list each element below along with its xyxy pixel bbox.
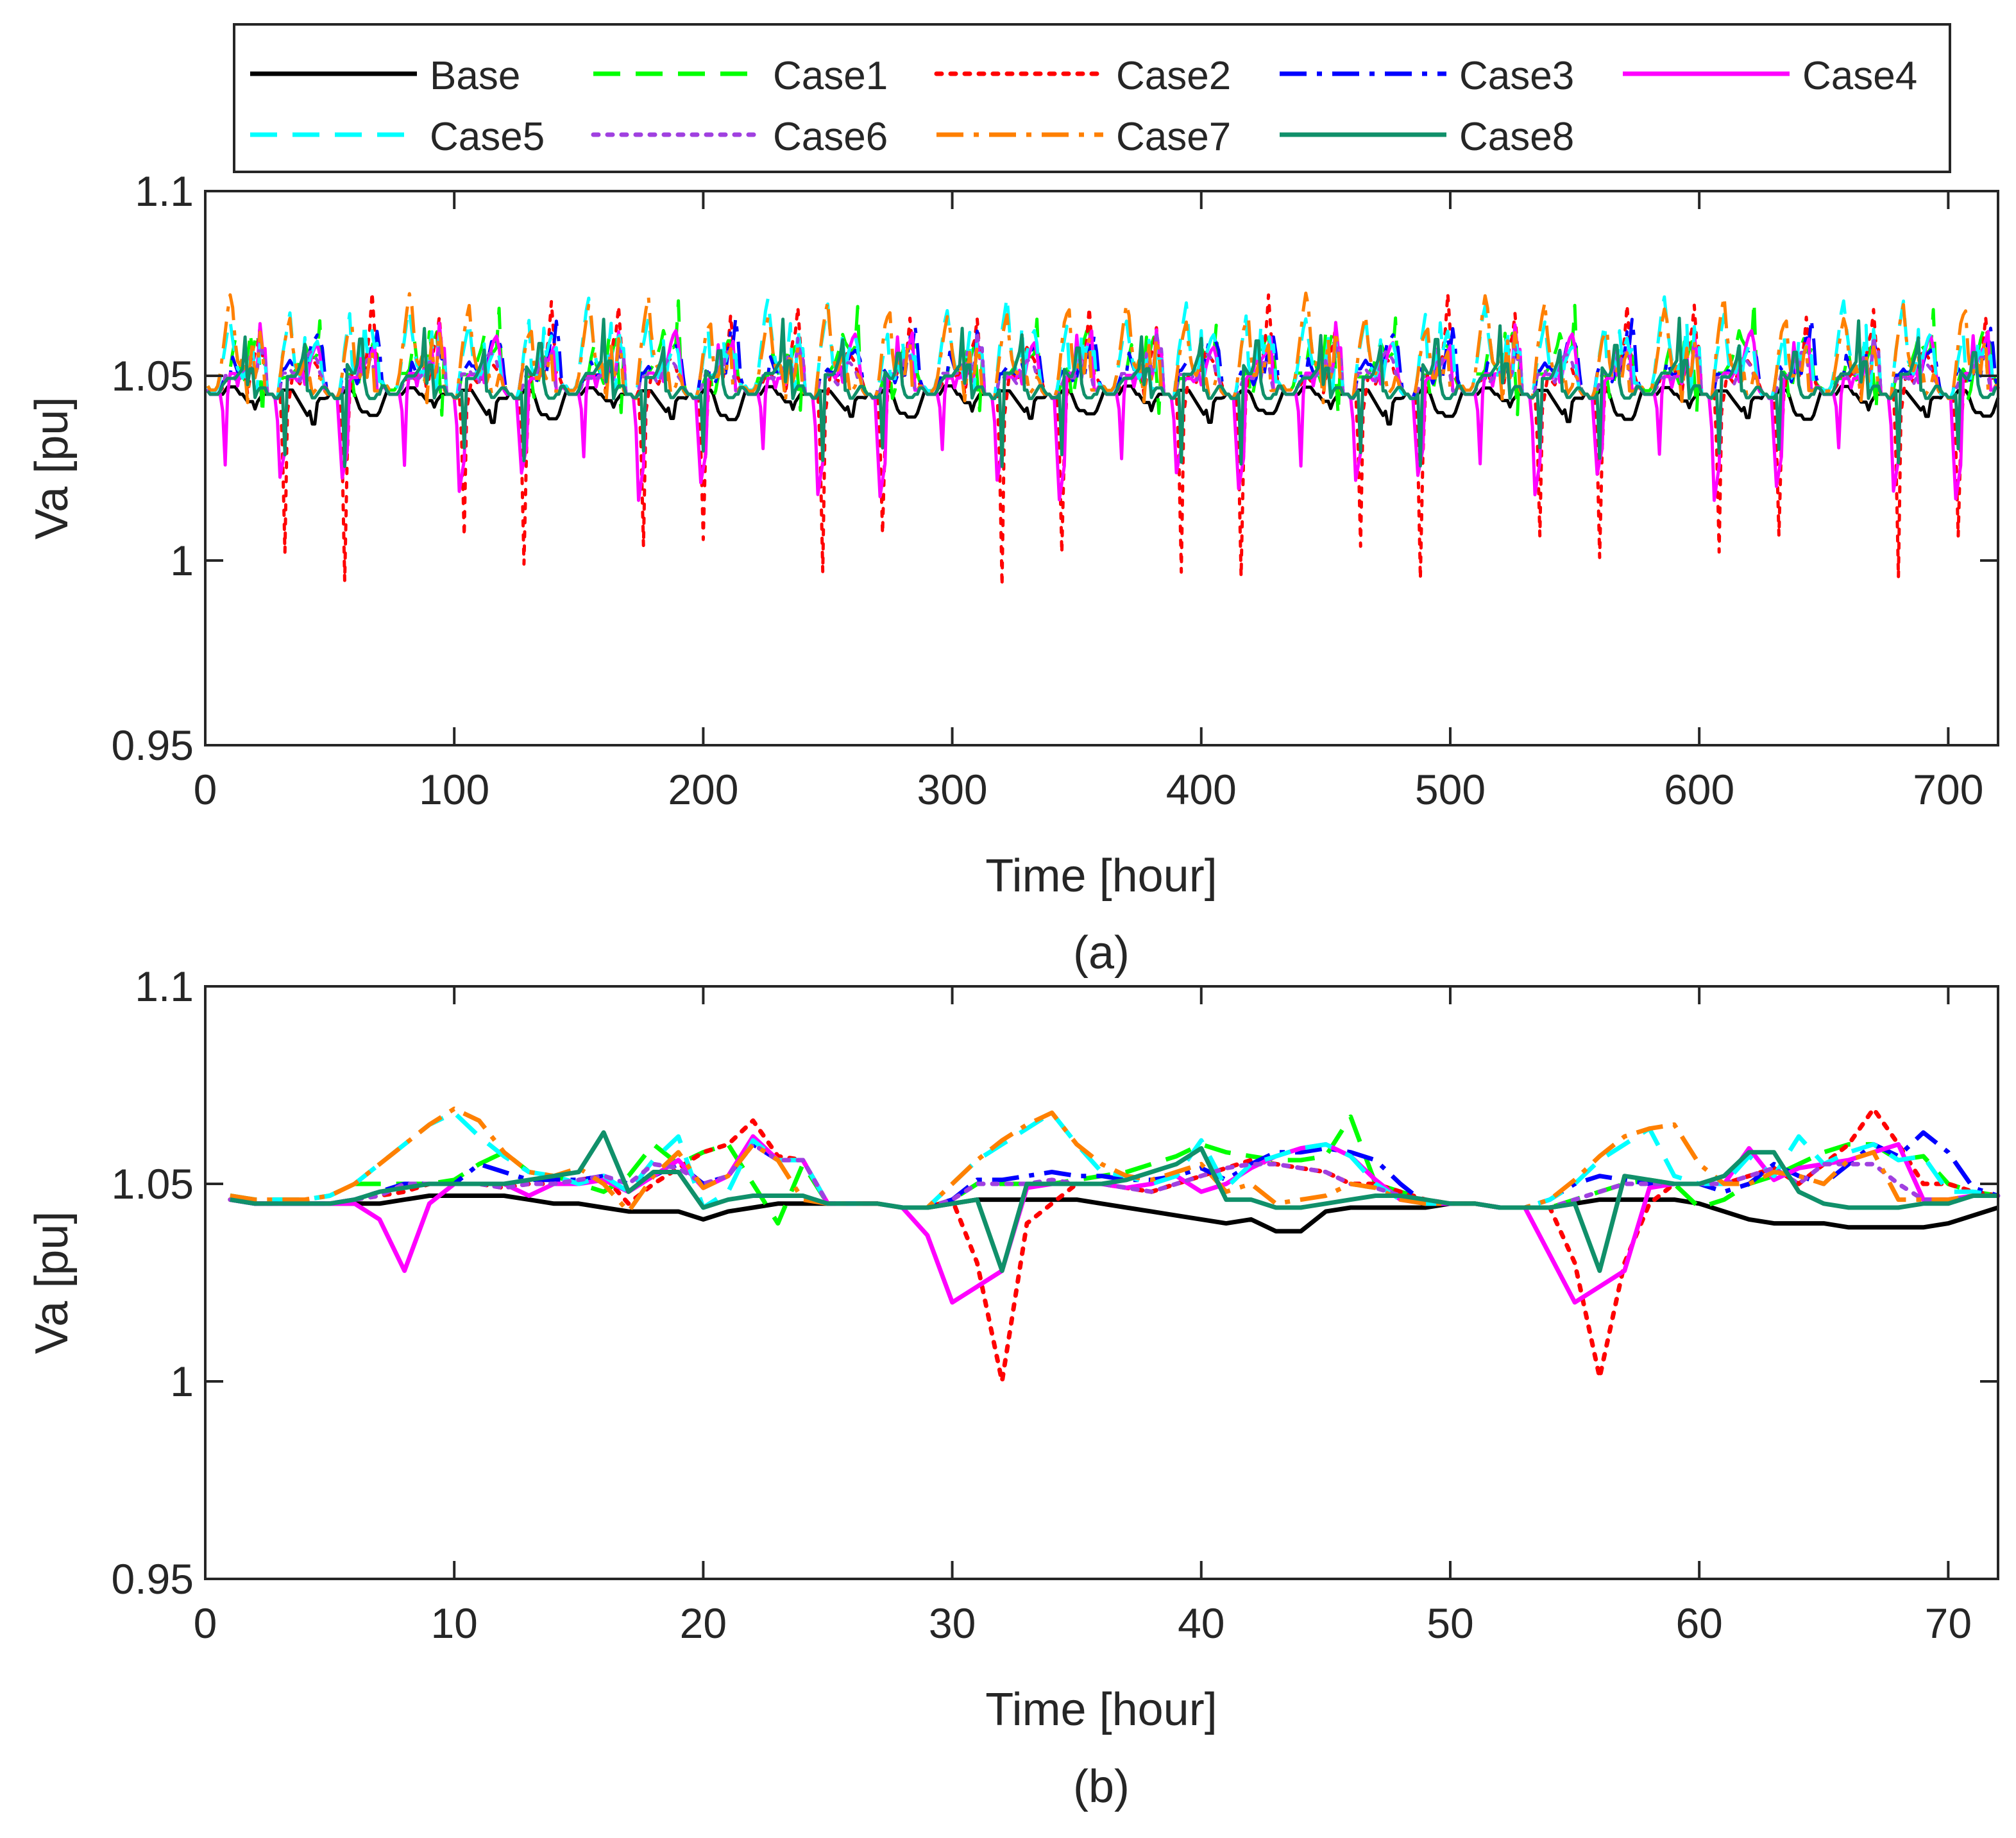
plot-a-ticks: 0 100 200 300 400 500 600 700 0.95 1 1.05 1.1: [112, 167, 1998, 813]
plot-b-xtick-label: 40: [1178, 1599, 1224, 1647]
legend-label-case1: Case1: [773, 54, 888, 98]
plot-a-series-case2: [206, 291, 2000, 587]
plot-b-xtick-label: 70: [1925, 1599, 1972, 1647]
legend-label-base: Base: [430, 54, 520, 98]
legend-label-case7: Case7: [1116, 115, 1231, 159]
plot-b-lines: [228, 1106, 2001, 1384]
plot-b-caption: (b): [1073, 1761, 1130, 1812]
plot-a-xtick-label: 100: [419, 766, 489, 813]
legend-items: Base Case1 Case2 Case3 Case4 Case5 Case6 Case7 C…: [250, 54, 1917, 159]
legend-frame: [233, 23, 1951, 173]
plot-a-ytick-label: 1.1: [135, 167, 194, 215]
plot-a-xlabel: Time [hour]: [985, 850, 1217, 902]
plot-b-ytick-label: 0.95: [112, 1555, 194, 1603]
plot-a-lines: [206, 291, 2000, 587]
plot-a-ytick-label: 1.05: [112, 352, 194, 400]
plot-b-xtick-label: 30: [929, 1599, 976, 1647]
legend-label-case3: Case3: [1459, 54, 1574, 98]
plot-a-caption: (a): [1073, 927, 1130, 979]
legend-label-case6: Case6: [773, 115, 888, 159]
plot-b-ytick-label: 1: [170, 1358, 194, 1405]
plot-b-ticks: 0 10 20 30 40 50 60 70 0.95 1 1.05 1.1: [112, 963, 1998, 1647]
plot-b-series-case8: [230, 1130, 1998, 1273]
plot-a-ytick-label: 0.95: [112, 721, 194, 769]
plot-b-ytick-label: 1.1: [135, 963, 194, 1010]
plot-a-xtick-label: 500: [1415, 766, 1486, 813]
plot-b-xtick-label: 60: [1675, 1599, 1722, 1647]
plot-b-xtick-label: 50: [1427, 1599, 1473, 1647]
plot-a-xtick-label: 300: [917, 766, 988, 813]
plot-a-xtick-label: 400: [1166, 766, 1237, 813]
plot-a-series-case8: [206, 316, 1998, 468]
plot-b-series-case7: [230, 1106, 1998, 1214]
plot-a-xtick-label: 0: [194, 766, 217, 813]
legend-label-case2: Case2: [1116, 54, 1231, 98]
legend-label-case8: Case8: [1459, 115, 1574, 159]
plot-b-xtick-label: 0: [194, 1599, 217, 1647]
plot-b-series-case4: [230, 1134, 1998, 1305]
plot-a-xtick-label: 200: [668, 766, 738, 813]
plot-a-xtick-label: 600: [1664, 766, 1734, 813]
legend-label-case4: Case4: [1802, 54, 1917, 98]
plot-a-ylabel: Va [pu]: [26, 397, 78, 540]
plot-b-ytick-label: 1.05: [112, 1160, 194, 1208]
plot-b-xtick-label: 20: [680, 1599, 727, 1647]
plot-a-ytick-label: 1: [170, 537, 194, 584]
plot-b-ylabel: Va [pu]: [26, 1211, 78, 1354]
plot-a-xtick-label: 700: [1913, 766, 1983, 813]
plot-b-series-base: [230, 1193, 1999, 1234]
plot-b-xtick-label: 10: [430, 1599, 477, 1647]
legend: Base Case1 Case2 Case3 Case4 Case5 Case6 Case7 C…: [233, 23, 1951, 173]
plot-a-series-case4: [206, 321, 1998, 502]
panel-a: 0 100 200 300 400 500 600 700 0.95 1 1.05 1.1 Time …: [26, 167, 2000, 979]
legend-label-case5: Case5: [430, 115, 545, 159]
plot-b-xlabel: Time [hour]: [985, 1684, 1217, 1735]
plot-a-series-base: [206, 384, 2000, 426]
plot-b-axes-box: [204, 985, 1999, 1580]
plot-a-axes-box: [204, 190, 1999, 746]
